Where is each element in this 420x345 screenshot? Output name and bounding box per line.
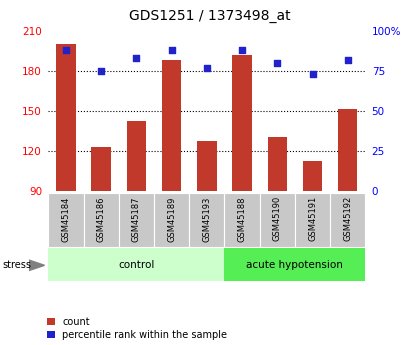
Point bbox=[168, 48, 175, 53]
Bar bbox=[295, 193, 330, 247]
Bar bbox=[154, 193, 189, 247]
Bar bbox=[48, 248, 224, 281]
Text: GSM45192: GSM45192 bbox=[343, 196, 352, 241]
Point bbox=[344, 57, 351, 63]
Bar bbox=[338, 109, 357, 191]
Point bbox=[239, 48, 245, 53]
Bar bbox=[232, 55, 252, 191]
Point bbox=[274, 60, 281, 66]
Bar bbox=[84, 193, 119, 247]
Bar bbox=[268, 137, 287, 191]
Bar bbox=[119, 193, 154, 247]
Bar bbox=[56, 45, 76, 191]
Legend: count, percentile rank within the sample: count, percentile rank within the sample bbox=[47, 317, 227, 340]
Point bbox=[98, 68, 105, 74]
Point bbox=[309, 72, 316, 77]
Text: stress: stress bbox=[2, 260, 31, 270]
Bar bbox=[127, 121, 146, 191]
Bar bbox=[189, 193, 224, 247]
Bar bbox=[162, 60, 181, 191]
Bar bbox=[92, 147, 111, 191]
Bar bbox=[260, 193, 295, 247]
Text: control: control bbox=[118, 260, 155, 270]
Bar bbox=[224, 248, 365, 281]
Bar bbox=[224, 193, 260, 247]
Bar bbox=[48, 193, 84, 247]
Text: GDS1251 / 1373498_at: GDS1251 / 1373498_at bbox=[129, 9, 291, 23]
Text: GSM45193: GSM45193 bbox=[202, 196, 211, 241]
Bar bbox=[197, 141, 217, 191]
Text: GSM45189: GSM45189 bbox=[167, 196, 176, 241]
Point bbox=[63, 48, 69, 53]
Text: GSM45190: GSM45190 bbox=[273, 196, 282, 241]
Bar bbox=[303, 161, 322, 191]
Text: GSM45184: GSM45184 bbox=[61, 196, 71, 241]
Point bbox=[133, 56, 140, 61]
Polygon shape bbox=[29, 260, 45, 271]
Text: acute hypotension: acute hypotension bbox=[247, 260, 344, 270]
Text: GSM45191: GSM45191 bbox=[308, 196, 317, 241]
Point bbox=[203, 65, 210, 71]
Bar bbox=[330, 193, 365, 247]
Text: GSM45186: GSM45186 bbox=[97, 196, 106, 241]
Text: GSM45187: GSM45187 bbox=[132, 196, 141, 241]
Text: GSM45188: GSM45188 bbox=[238, 196, 247, 241]
